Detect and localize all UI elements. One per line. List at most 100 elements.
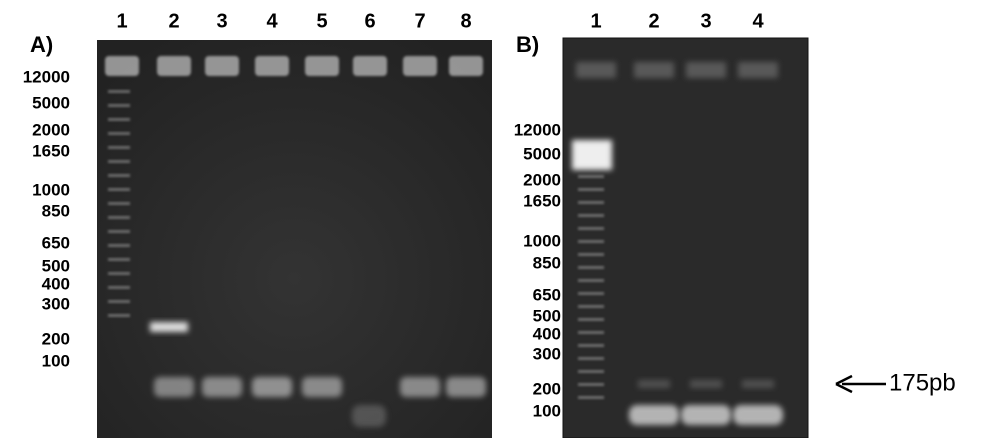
well: [205, 56, 239, 76]
lane-label: 3: [700, 10, 711, 32]
ladder-band: [578, 201, 604, 204]
arrow-label: 175pb: [889, 369, 956, 396]
ladder-band: [578, 253, 604, 256]
band: [154, 377, 194, 397]
ladder-band: [108, 244, 130, 247]
ladder-band: [108, 132, 130, 135]
ladder-band: [108, 272, 130, 275]
ladder-band: [578, 279, 604, 282]
ladder-label: 650: [42, 233, 70, 252]
ladder-label: 5000: [32, 93, 70, 112]
ladder-band: [108, 230, 130, 233]
band: [302, 377, 342, 397]
ladder-band: [108, 90, 130, 93]
ladder-band: [108, 174, 130, 177]
lane-label: 7: [414, 10, 425, 32]
band: [742, 380, 774, 388]
ladder-label: 500: [42, 256, 70, 275]
well: [305, 56, 339, 76]
ladder-band: [578, 266, 604, 269]
ladder-band: [108, 286, 130, 289]
band: [629, 405, 679, 425]
ladder-band: [578, 240, 604, 243]
ladder-label: 500: [533, 306, 561, 325]
ladder-label: 850: [533, 253, 561, 272]
ladder-band: [108, 104, 130, 107]
ladder-label: 200: [533, 379, 561, 398]
band: [400, 377, 440, 397]
ladder-label: 2000: [32, 120, 70, 139]
gel-figure: A) B) 175pb 1234567812000500020001650100…: [0, 0, 992, 438]
well: [634, 62, 674, 78]
ladder-label: 400: [533, 324, 561, 343]
band: [733, 405, 783, 425]
ladder-band: [108, 146, 130, 149]
ladder-label: 850: [42, 201, 70, 220]
band: [150, 322, 188, 332]
ladder-label: 100: [42, 351, 70, 370]
ladder-band: [108, 118, 130, 121]
ladder-band: [578, 318, 604, 321]
gel-b: [563, 38, 808, 438]
well: [738, 62, 778, 78]
well: [255, 56, 289, 76]
ladder-band: [578, 370, 604, 373]
ladder-band: [108, 216, 130, 219]
ladder-band: [578, 214, 604, 217]
ladder-band: [108, 202, 130, 205]
panel-b-label: B): [516, 32, 539, 57]
ladder-band: [578, 305, 604, 308]
ladder-label: 400: [42, 274, 70, 293]
ladder-band: [108, 300, 130, 303]
lane-label: 6: [364, 10, 375, 32]
lane-label: 2: [648, 10, 659, 32]
panel-a-label: A): [30, 32, 53, 57]
lane-label: 1: [590, 10, 601, 32]
band: [202, 377, 242, 397]
well: [576, 62, 616, 78]
ladder-label: 5000: [523, 144, 561, 163]
ladder-label: 300: [42, 294, 70, 313]
ladder-band: [108, 314, 130, 317]
ladder-band: [108, 188, 130, 191]
band: [252, 377, 292, 397]
ladder-band: [108, 160, 130, 163]
ladder-label: 200: [42, 329, 70, 348]
well: [686, 62, 726, 78]
ladder-label: 1000: [32, 180, 70, 199]
lane-label: 4: [752, 10, 764, 32]
band: [690, 380, 722, 388]
ladder-band: [578, 292, 604, 295]
ladder-label: 100: [533, 401, 561, 420]
ladder-label: 2000: [523, 170, 561, 189]
ladder-label: 650: [533, 285, 561, 304]
lane-label: 4: [266, 10, 278, 32]
ladder-label: 12000: [514, 120, 561, 139]
ladder-band: [578, 396, 604, 399]
ladder-band: [578, 188, 604, 191]
ladder-band: [578, 344, 604, 347]
ladder-band: [578, 331, 604, 334]
band: [446, 377, 486, 397]
ladder-band: [578, 383, 604, 386]
ladder-band: [578, 175, 604, 178]
band: [352, 405, 386, 427]
ladder-label: 1650: [523, 191, 561, 210]
ladder-band: [572, 140, 612, 170]
ladder-band: [108, 258, 130, 261]
ladder-band: [578, 227, 604, 230]
lane-label: 2: [168, 10, 179, 32]
band: [638, 380, 670, 388]
well: [105, 56, 139, 76]
ladder-label: 12000: [23, 67, 70, 86]
band: [681, 405, 731, 425]
ladder-label: 1000: [523, 231, 561, 250]
ladder-label: 1650: [32, 141, 70, 160]
lane-label: 3: [216, 10, 227, 32]
lane-label: 1: [116, 10, 127, 32]
ladder-band: [578, 357, 604, 360]
well: [353, 56, 387, 76]
well: [157, 56, 191, 76]
ladder-label: 300: [533, 344, 561, 363]
lane-label: 8: [460, 10, 471, 32]
